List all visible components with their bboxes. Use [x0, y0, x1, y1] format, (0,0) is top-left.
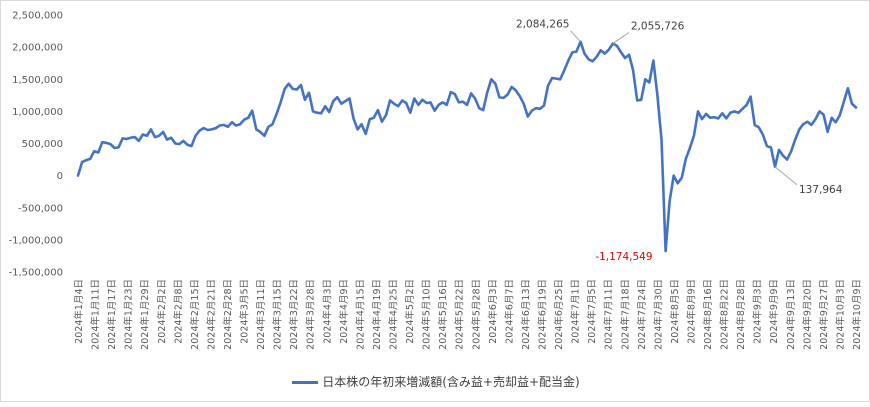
x-tick-label: 2024年4月25日 — [388, 279, 400, 350]
x-tick-label: 2024年8月5日 — [669, 279, 681, 344]
x-tick-label: 2024年5月2日 — [404, 279, 416, 344]
x-tick-label: 2024年2月8日 — [172, 279, 184, 344]
x-tick-label: 2024年2月21日 — [205, 279, 217, 350]
annotations-layer: 2,084,265 2,055,726 -1,174,549 137,964 — [516, 19, 843, 263]
x-tick-label: 2024年6月13日 — [520, 279, 532, 350]
x-tick-label: 2024年8月22日 — [719, 279, 731, 350]
x-tick-label: 2024年1月23日 — [123, 279, 135, 350]
x-tick-label: 2024年2月15日 — [189, 279, 201, 350]
x-tick-label: 2024年3月11日 — [255, 279, 267, 350]
x-tick-label: 2024年9月13日 — [785, 279, 797, 350]
x-tick-label: 2024年8月9日 — [685, 279, 697, 344]
x-axis: 2024年1月4日 2024年1月11日 2024年1月17日 2024年1月23日 2… — [73, 279, 863, 350]
annotation-leader — [570, 30, 581, 43]
annotation-label: -1,174,549 — [595, 251, 652, 263]
y-tick-label: -500,000 — [18, 203, 63, 214]
y-tick-label: -1,500,000 — [8, 268, 63, 279]
annotation-label: 137,964 — [799, 184, 843, 196]
x-tick-label: 2024年1月4日 — [73, 279, 85, 344]
x-tick-label: 2024年10月3日 — [834, 279, 846, 350]
y-tick-label: 1,000,000 — [12, 107, 63, 118]
y-tick-label: 500,000 — [22, 139, 63, 150]
x-tick-label: 2024年9月27日 — [818, 279, 830, 350]
x-tick-label: 2024年7月30日 — [652, 279, 664, 350]
annotation-leader — [774, 166, 798, 186]
x-tick-label: 2024年1月17日 — [106, 279, 118, 350]
x-tick-label: 2024年1月29日 — [139, 279, 151, 350]
y-tick-label: 2,500,000 — [12, 11, 63, 22]
y-tick-label: 2,000,000 — [12, 43, 63, 54]
x-tick-label: 2024年6月3日 — [487, 279, 499, 344]
x-tick-label: 2024年7月1日 — [570, 279, 582, 344]
x-tick-label: 2024年5月28日 — [470, 279, 482, 350]
x-tick-label: 2024年3月5日 — [239, 279, 251, 344]
x-tick-label: 2024年8月16日 — [702, 279, 714, 350]
x-tick-label: 2024年7月11日 — [603, 279, 615, 350]
x-tick-label: 2024年6月25日 — [553, 279, 565, 350]
x-tick-label: 2024年3月22日 — [288, 279, 300, 350]
legend-label: 日本株の年初来増減額(含み益+売却益+配当金) — [322, 375, 580, 389]
y-axis: 2,500,000 2,000,000 1,500,000 1,000,000 500,… — [8, 11, 63, 279]
x-tick-label: 2024年9月9日 — [768, 279, 780, 344]
x-tick-label: 2024年7月5日 — [586, 279, 598, 344]
x-tick-label: 2024年5月16日 — [437, 279, 449, 350]
x-tick-label: 2024年4月9日 — [338, 279, 350, 344]
x-tick-label: 2024年7月24日 — [636, 279, 648, 350]
annotation-label: 2,084,265 — [516, 19, 569, 31]
x-tick-label: 2024年5月10日 — [421, 279, 433, 350]
x-tick-label: 2024年1月11日 — [90, 279, 102, 350]
x-tick-label: 2024年6月7日 — [503, 279, 515, 344]
x-tick-label: 2024年3月28日 — [305, 279, 317, 350]
legend-swatch — [292, 381, 319, 384]
series-line — [76, 40, 858, 253]
y-tick-label: 1,500,000 — [12, 75, 63, 86]
x-tick-label: 2024年4月19日 — [371, 279, 383, 350]
x-tick-label: 2024年8月28日 — [735, 279, 747, 350]
y-tick-label: -1,000,000 — [8, 235, 63, 246]
x-tick-label: 2024年6月19日 — [536, 279, 548, 350]
x-tick-label: 2024年9月20日 — [801, 279, 813, 350]
y-tick-label: 0 — [57, 171, 63, 182]
x-tick-label: 2024年10月9日 — [851, 279, 863, 350]
x-tick-label: 2024年7月18日 — [619, 279, 631, 350]
annotation-leader — [612, 32, 630, 44]
series-layer — [76, 40, 858, 253]
x-tick-label: 2024年4月15日 — [354, 279, 366, 350]
x-tick-label: 2024年2月2日 — [156, 279, 168, 344]
annotation-label: 2,055,726 — [631, 21, 685, 33]
x-tick-label: 2024年3月15日 — [272, 279, 284, 350]
legend: 日本株の年初来増減額(含み益+売却益+配当金) — [1, 373, 870, 390]
x-tick-label: 2024年9月3日 — [752, 279, 764, 344]
x-tick-label: 2024年4月3日 — [321, 279, 333, 344]
x-tick-label: 2024年5月22日 — [454, 279, 466, 350]
x-tick-label: 2024年2月28日 — [222, 279, 234, 350]
